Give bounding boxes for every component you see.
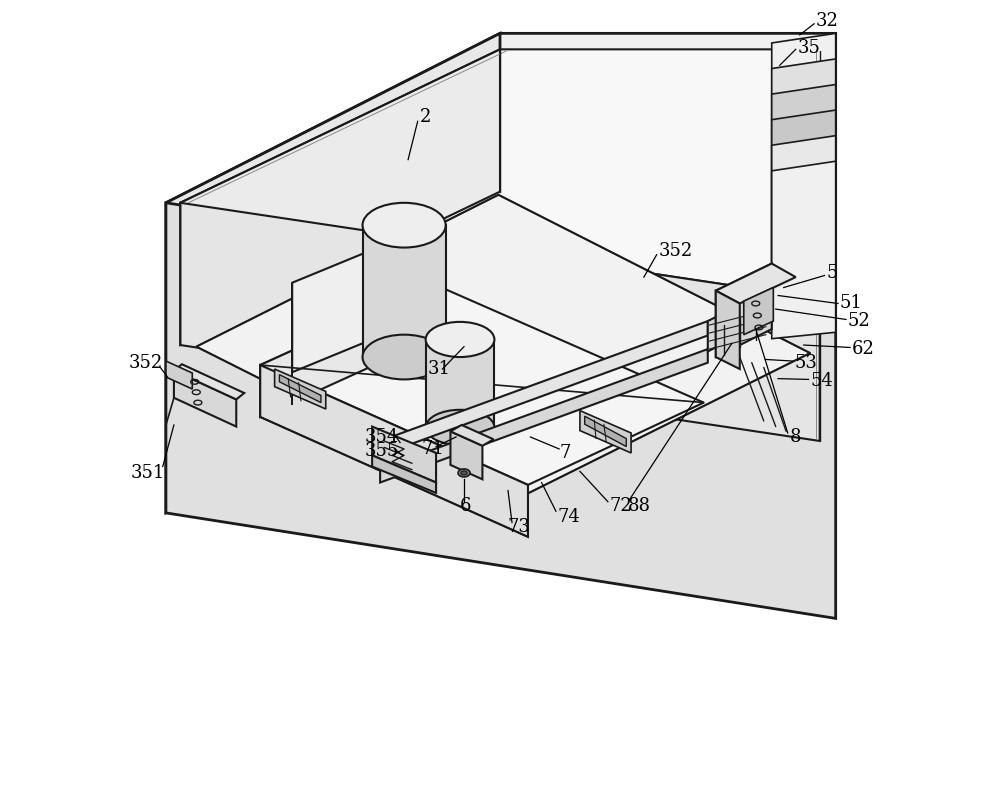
Polygon shape [166,203,836,618]
Text: 73: 73 [508,518,531,537]
Polygon shape [166,34,836,306]
Text: 72: 72 [609,497,632,516]
Polygon shape [260,365,528,537]
Polygon shape [372,427,436,483]
Ellipse shape [461,471,467,475]
Text: 35: 35 [797,38,820,57]
Text: 352: 352 [658,241,692,260]
Ellipse shape [426,322,494,357]
Polygon shape [772,34,836,313]
Text: 74: 74 [558,508,580,526]
Polygon shape [772,84,836,323]
Polygon shape [196,195,810,504]
Text: 6: 6 [460,497,472,516]
Polygon shape [772,136,836,334]
Polygon shape [708,290,768,351]
Polygon shape [174,371,236,427]
Polygon shape [772,161,836,338]
Polygon shape [180,50,500,345]
Polygon shape [174,364,244,399]
Polygon shape [363,225,446,357]
Polygon shape [380,349,708,483]
Polygon shape [580,411,631,453]
Text: 88: 88 [628,497,651,516]
Polygon shape [772,59,836,318]
Text: 351: 351 [131,464,165,482]
Polygon shape [260,286,704,485]
Text: 2: 2 [420,108,431,126]
Polygon shape [372,456,436,493]
Text: 31: 31 [428,360,451,378]
Polygon shape [180,203,820,441]
Ellipse shape [363,334,446,379]
Polygon shape [744,287,773,334]
Text: 5: 5 [826,264,837,282]
Polygon shape [716,264,772,357]
Polygon shape [275,369,326,409]
Polygon shape [716,290,740,369]
Text: 8: 8 [789,428,801,446]
Polygon shape [380,321,708,456]
Ellipse shape [363,203,446,248]
Text: 352: 352 [128,354,163,371]
Polygon shape [166,361,192,389]
Polygon shape [772,110,836,329]
Ellipse shape [458,469,470,477]
Text: 32: 32 [816,12,839,30]
Text: 51: 51 [840,294,863,313]
Ellipse shape [426,410,494,445]
Text: 54: 54 [810,372,833,390]
Polygon shape [585,416,626,447]
Text: 52: 52 [848,312,870,330]
Polygon shape [426,339,494,427]
Text: 62: 62 [852,340,875,358]
Text: 71: 71 [422,440,445,458]
Text: 354: 354 [364,428,398,446]
Text: 53: 53 [794,354,817,371]
Polygon shape [279,375,321,403]
Polygon shape [292,224,436,372]
Polygon shape [716,264,796,303]
Polygon shape [166,34,500,513]
Text: 7: 7 [560,444,571,462]
Polygon shape [260,286,436,417]
Text: 355: 355 [364,443,398,460]
Polygon shape [180,50,820,298]
Polygon shape [450,425,494,446]
Polygon shape [450,431,482,480]
